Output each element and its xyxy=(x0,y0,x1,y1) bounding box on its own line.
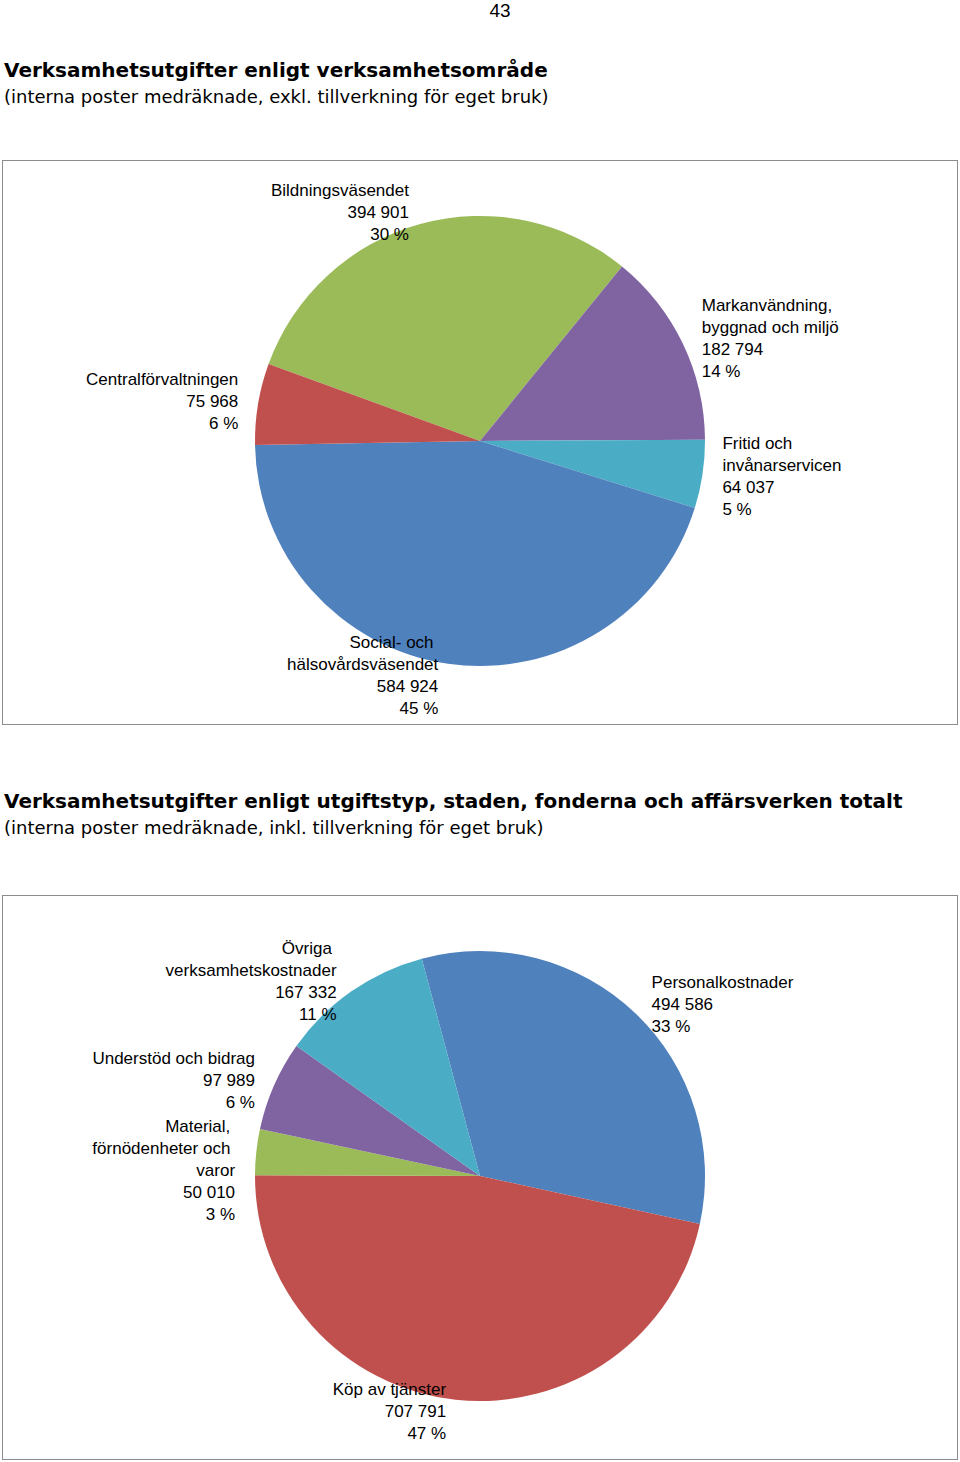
svg-text:45 %: 45 % xyxy=(400,699,439,718)
svg-text:invånarservicen: invånarservicen xyxy=(722,456,841,475)
svg-text:Centralförvaltningen: Centralförvaltningen xyxy=(86,370,238,389)
svg-text:Fritid och: Fritid och xyxy=(722,434,797,453)
svg-text:3 %: 3 % xyxy=(206,1205,235,1224)
svg-text:Köp av tjänster: Köp av tjänster xyxy=(333,1380,447,1399)
svg-text:förnödenheter och: förnödenheter och xyxy=(92,1139,235,1158)
html-text:Verksamhetsutgifter enligt ver: Verksamhetsutgifter enligt verksamhetsom… xyxy=(4,58,548,82)
svg-text:64 037: 64 037 xyxy=(722,478,774,497)
svg-text:5 %: 5 % xyxy=(722,500,751,519)
svg-text:6 %: 6 % xyxy=(226,1093,255,1112)
svg-text:6 %: 6 % xyxy=(209,414,238,433)
svg-text:Personalkostnader: Personalkostnader xyxy=(652,973,794,992)
svg-text:33 %: 33 % xyxy=(652,1017,691,1036)
svg-text:verksamhetskostnader: verksamhetskostnader xyxy=(166,961,337,980)
svg-text:494 586: 494 586 xyxy=(652,995,713,1014)
svg-text:Material,: Material, xyxy=(165,1117,235,1136)
svg-text:167 332: 167 332 xyxy=(275,983,336,1002)
svg-text:584 924: 584 924 xyxy=(377,677,438,696)
svg-text:97 989: 97 989 xyxy=(203,1071,255,1090)
svg-text:50 010: 50 010 xyxy=(183,1183,235,1202)
svg-text:hälsovårdsväsendet: hälsovårdsväsendet xyxy=(287,655,438,674)
svg-text:47 %: 47 % xyxy=(407,1424,446,1443)
svg-text:Understöd och bidrag: Understöd och bidrag xyxy=(92,1049,255,1068)
svg-text:14 %: 14 % xyxy=(702,362,741,381)
html-text:43: 43 xyxy=(489,0,511,21)
svg-text:75 968: 75 968 xyxy=(186,392,238,411)
html-text:(interna poster medräknade, ex: (interna poster medräknade, exkl. tillve… xyxy=(4,86,549,107)
svg-text:394 901: 394 901 xyxy=(347,203,408,222)
svg-text:Bildningsväsendet: Bildningsväsendet xyxy=(271,181,409,200)
html-text:Verksamhetsutgifter enligt utg: Verksamhetsutgifter enligt utgiftstyp, s… xyxy=(4,789,903,813)
svg-text:Markanvändning,: Markanvändning, xyxy=(702,296,837,315)
svg-text:30 %: 30 % xyxy=(370,225,409,244)
svg-text:Social- och: Social- och xyxy=(349,633,438,652)
svg-text:Övriga: Övriga xyxy=(282,939,337,958)
svg-text:byggnad och miljö: byggnad och miljö xyxy=(702,318,839,337)
svg-text:11 %: 11 % xyxy=(299,1005,337,1024)
svg-text:varor: varor xyxy=(196,1161,235,1180)
svg-text:707 791: 707 791 xyxy=(385,1402,446,1421)
svg-text:182 794: 182 794 xyxy=(702,340,763,359)
html-text:(interna poster medräknade, in: (interna poster medräknade, inkl. tillve… xyxy=(4,817,544,838)
